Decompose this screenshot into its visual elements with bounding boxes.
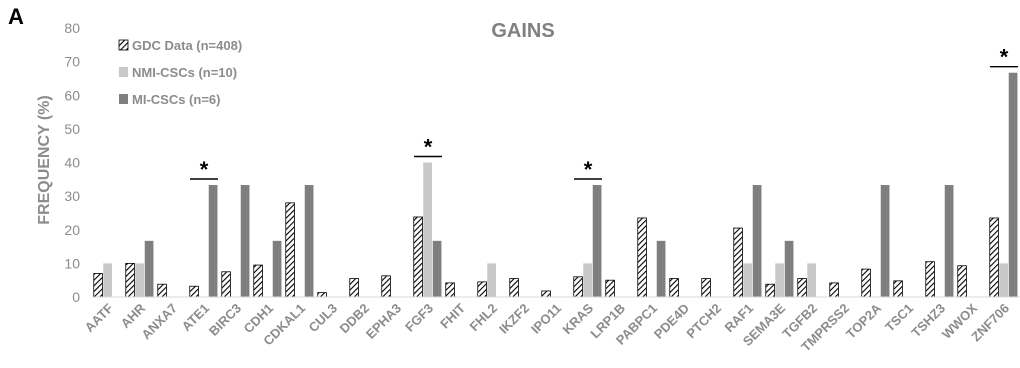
significance-star-znf706: * bbox=[1000, 45, 1009, 70]
y-tick-label: 30 bbox=[64, 188, 80, 204]
bar-znf706-gdc-data-n-408 bbox=[989, 217, 999, 298]
y-axis-label: FREQUENCY (%) bbox=[36, 95, 53, 225]
bar-ddb2-gdc-data-n-408 bbox=[349, 278, 359, 298]
legend: GDC Data (n=408) NMI-CSCs (n=10) MI-CSCs (… bbox=[118, 38, 242, 107]
bar-fgf3-gdc-data-n-408 bbox=[413, 216, 423, 298]
y-tick-label: 50 bbox=[64, 121, 80, 137]
x-axis-ticks: AATF AHRANXA7ATE1BIRC3CDH1CDKAL1CUL3DDB2E… bbox=[82, 300, 1012, 354]
bar-fgf3-nmi-cscs-n-10 bbox=[423, 162, 432, 297]
bars bbox=[93, 72, 1018, 298]
bar-epha3-gdc-data-n-408 bbox=[381, 275, 391, 298]
legend-swatch-nmi-cscs-n-10 bbox=[119, 67, 128, 77]
y-tick-label: 10 bbox=[64, 255, 80, 271]
bar-raf1-gdc-data-n-408 bbox=[733, 227, 743, 298]
bar-raf1-mi-cscs-n-6 bbox=[752, 185, 762, 297]
y-tick-label: 80 bbox=[64, 20, 80, 36]
x-tick-label: PTCH2 bbox=[683, 301, 724, 342]
x-tick-label: IKZF2 bbox=[496, 301, 532, 337]
bar-tgfb2-gdc-data-n-408 bbox=[797, 278, 807, 298]
bar-kras-gdc-data-n-408 bbox=[573, 276, 583, 298]
y-tick-label: 60 bbox=[64, 87, 80, 103]
x-tick-label: BIRC3 bbox=[206, 301, 244, 339]
bar-tmprss2-gdc-data-n-408 bbox=[829, 282, 839, 298]
bar-sema3e-mi-cscs-n-6 bbox=[784, 240, 794, 297]
y-axis-ticks: 0 10 20 30 40 50 60 70 80 bbox=[64, 20, 80, 305]
legend-swatch-gdc-data-n-408 bbox=[118, 39, 129, 51]
bar-sema3e-gdc-data-n-408 bbox=[765, 283, 775, 298]
x-tick-label: ANXA7 bbox=[138, 301, 180, 343]
bar-tgfb2-nmi-cscs-n-10 bbox=[807, 263, 816, 298]
x-tick-label: FGF3 bbox=[402, 301, 436, 335]
bar-pabpc1-gdc-data-n-408 bbox=[637, 217, 647, 298]
significance-star-fgf3: * bbox=[424, 135, 433, 160]
bar-pabpc1-mi-cscs-n-6 bbox=[656, 240, 666, 297]
bar-cdkal1-mi-cscs-n-6 bbox=[304, 185, 314, 297]
bar-znf706-mi-cscs-n-6 bbox=[1008, 72, 1018, 297]
bar-pde4d-gdc-data-n-408 bbox=[669, 278, 679, 298]
significance-star-kras: * bbox=[584, 157, 593, 182]
x-tick-label: FHIT bbox=[437, 300, 468, 331]
bar-ahr-mi-cscs-n-6 bbox=[144, 240, 154, 297]
bar-kras-nmi-cscs-n-10 bbox=[583, 263, 592, 298]
chart-title: GAINS bbox=[491, 20, 554, 42]
x-tick-label: TOP2A bbox=[843, 300, 885, 342]
x-tick-label: PDE4D bbox=[651, 301, 692, 342]
legend-label: NMI-CSCs (n=10) bbox=[132, 65, 237, 80]
bar-ahr-gdc-data-n-408 bbox=[125, 262, 135, 298]
legend-label: MI-CSCs (n=6) bbox=[132, 92, 220, 107]
x-tick-label: FHL2 bbox=[467, 301, 501, 335]
bar-top2a-gdc-data-n-408 bbox=[861, 268, 871, 298]
bar-cdh1-mi-cscs-n-6 bbox=[272, 240, 282, 297]
bar-ate1-gdc-data-n-408 bbox=[189, 285, 199, 298]
bar-raf1-nmi-cscs-n-10 bbox=[743, 263, 752, 298]
bar-ate1-mi-cscs-n-6 bbox=[208, 185, 218, 297]
bar-wwox-gdc-data-n-408 bbox=[957, 265, 967, 298]
bar-lrp1b-gdc-data-n-408 bbox=[605, 279, 615, 298]
bar-anxa7-gdc-data-n-408 bbox=[157, 283, 167, 298]
bar-tsc1-gdc-data-n-408 bbox=[893, 280, 903, 298]
bar-fhl2-nmi-cscs-n-10 bbox=[487, 263, 496, 298]
panel-letter: A bbox=[8, 4, 24, 29]
y-tick-label: 20 bbox=[64, 222, 80, 238]
x-tick-label: IPO11 bbox=[528, 301, 564, 337]
legend-label: GDC Data (n=408) bbox=[132, 38, 242, 53]
bar-top2a-mi-cscs-n-6 bbox=[880, 185, 890, 297]
bar-tshz3-gdc-data-n-408 bbox=[925, 261, 935, 298]
x-tick-label: EPHA3 bbox=[363, 301, 404, 342]
bar-aatf-gdc-data-n-408 bbox=[93, 273, 103, 298]
x-tick-label: AATF bbox=[82, 300, 116, 334]
bar-aatf-nmi-cscs-n-10 bbox=[103, 263, 112, 298]
bar-fgf3-mi-cscs-n-6 bbox=[432, 240, 442, 297]
bar-znf706-nmi-cscs-n-10 bbox=[999, 263, 1008, 298]
bar-ptch2-gdc-data-n-408 bbox=[701, 278, 711, 298]
bar-kras-mi-cscs-n-6 bbox=[592, 185, 602, 297]
bar-ahr-nmi-cscs-n-10 bbox=[135, 263, 144, 298]
bar-cul3-gdc-data-n-408 bbox=[317, 292, 327, 298]
bar-fhl2-gdc-data-n-408 bbox=[477, 281, 487, 298]
bar-tshz3-mi-cscs-n-6 bbox=[944, 185, 954, 297]
y-tick-label: 70 bbox=[64, 54, 80, 70]
bar-ikzf2-gdc-data-n-408 bbox=[509, 278, 519, 298]
legend-swatch-mi-cscs-n-6 bbox=[119, 94, 128, 104]
bar-ipo11-gdc-data-n-408 bbox=[541, 290, 551, 298]
bar-fhit-gdc-data-n-408 bbox=[445, 282, 455, 298]
bar-cdkal1-gdc-data-n-408 bbox=[285, 202, 295, 298]
significance-star-ate1: * bbox=[200, 157, 209, 182]
significance-markers: * * * * bbox=[190, 45, 1018, 182]
bar-cdh1-gdc-data-n-408 bbox=[253, 264, 263, 298]
y-tick-label: 40 bbox=[64, 155, 80, 171]
bar-birc3-mi-cscs-n-6 bbox=[240, 185, 250, 297]
bar-sema3e-nmi-cscs-n-10 bbox=[775, 263, 784, 298]
x-tick-label: CUL3 bbox=[306, 301, 341, 336]
y-tick-label: 0 bbox=[72, 289, 80, 305]
bar-birc3-gdc-data-n-408 bbox=[221, 271, 231, 298]
